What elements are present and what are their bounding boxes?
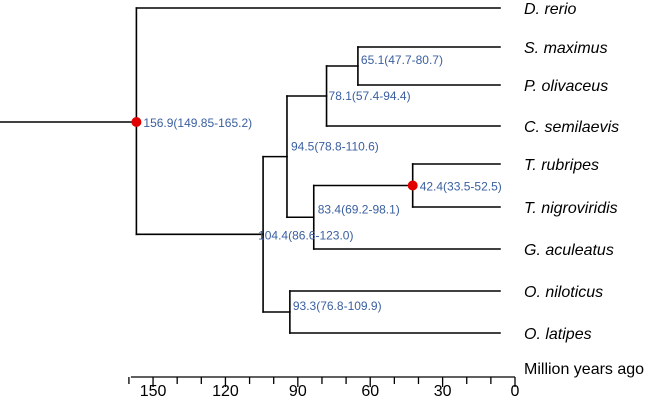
time-axis: 150 120 90 60 30 0 Million years ago (128, 361, 644, 400)
time-axis-title: Million years ago (524, 361, 644, 378)
species-label-d-rerio: D. rerio (524, 1, 577, 18)
node-age-label-pufferfish: 42.4(33.5-52.5) (420, 180, 502, 194)
node-age-label-93-3: 93.3(76.8-109.9) (293, 299, 382, 313)
tick-label-0: 0 (511, 383, 520, 400)
tick-label-120: 120 (212, 383, 239, 400)
species-label-s-maximus: S. maximus (524, 40, 608, 57)
time-axis-ticks (128, 377, 516, 387)
node-age-label-root: 156.9(149.85-165.2) (143, 116, 252, 130)
tree-branches (0, 7, 501, 334)
species-label-o-niloticus: O. niloticus (524, 284, 603, 301)
calibration-point-root (131, 117, 142, 127)
node-age-label-turbot-flounder: 65.1(47.7-80.7) (361, 53, 443, 67)
species-label-t-nigroviridis: T. nigroviridis (524, 200, 618, 217)
calibration-point-pufferfish (407, 180, 418, 191)
tick-label-150: 150 (140, 383, 167, 400)
node-age-label-94-5: 94.5(78.8-110.6) (291, 140, 379, 154)
node-age-label-percomorph: 104.4(86.6-123.0) (258, 228, 353, 242)
tick-label-30: 30 (434, 383, 452, 400)
species-label-g-aculeatus: G. aculeatus (524, 242, 614, 259)
species-label-t-rubripes: T. rubripes (524, 157, 599, 174)
species-label-c-semilaevis: C. semilaevis (524, 119, 619, 136)
node-age-label-83-4: 83.4(69.2-98.1) (318, 202, 400, 216)
node-age-label-flatfish: 78.1(57.4-94.4) (329, 89, 411, 103)
tick-label-90: 90 (289, 383, 307, 400)
species-label-o-latipes: O. latipes (524, 326, 592, 343)
tick-label-60: 60 (361, 383, 379, 400)
species-label-p-olivaceus: P. olivaceus (524, 78, 608, 95)
